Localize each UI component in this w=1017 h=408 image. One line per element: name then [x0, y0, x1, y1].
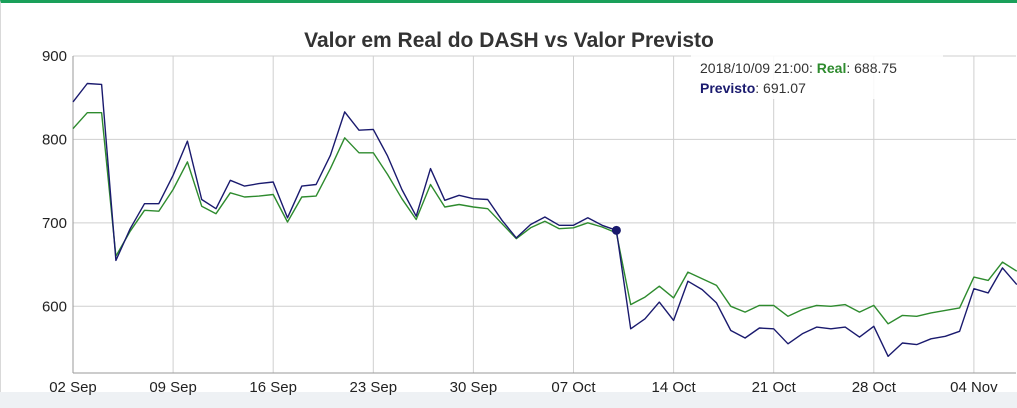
x-tick-label: 09 Sep: [149, 379, 197, 396]
x-tick-label: 14 Oct: [652, 379, 697, 396]
tooltip-date: 2018/10/09 21:00: [700, 60, 809, 76]
x-tick-label: 28 Oct: [852, 379, 897, 396]
x-tick-label: 07 Oct: [551, 379, 596, 396]
tooltip-legend: 2018/10/09 21:00: Real: 688.75 Previsto:…: [700, 60, 897, 96]
series-lines: [72, 82, 1017, 357]
tooltip-previsto-value: 691.07: [763, 80, 806, 96]
tooltip-real-label: Real: [817, 60, 847, 76]
chart-title: Valor em Real do DASH vs Valor Previsto: [304, 29, 714, 52]
x-axis-ticks: 02 Sep 09 Sep 16 Sep 23 Sep 30 Sep 07 Oct 14 O…: [49, 379, 998, 396]
x-tick-label: 21 Oct: [752, 379, 797, 396]
series-line-real[interactable]: [72, 112, 1017, 325]
tooltip-real-value: 688.75: [854, 60, 897, 76]
x-tick-label: 23 Sep: [350, 379, 398, 396]
tooltip-line-previsto: Previsto: 691.07: [700, 80, 806, 96]
x-tick-label: 02 Sep: [49, 379, 97, 396]
highlight-point[interactable]: [611, 225, 621, 235]
y-axis-ticks: 600 700 800 900: [42, 48, 67, 315]
grid: [72, 55, 1016, 374]
line-chart[interactable]: Valor em Real do DASH vs Valor Previsto …: [1, 3, 1017, 408]
tooltip-background: [691, 55, 943, 99]
x-tick-label: 30 Sep: [450, 379, 498, 396]
series-line-previsto[interactable]: [72, 82, 1017, 357]
y-tick-label: 600: [42, 298, 67, 315]
y-tick-label: 900: [42, 48, 67, 65]
y-tick-label: 800: [42, 131, 67, 148]
y-tick-label: 700: [42, 215, 67, 232]
chart-card: Valor em Real do DASH vs Valor Previsto …: [0, 0, 1017, 396]
x-tick-label: 04 Nov: [950, 379, 998, 396]
tooltip-previsto-label: Previsto: [700, 80, 755, 96]
tooltip-line-real: 2018/10/09 21:00: Real: 688.75: [700, 60, 897, 76]
x-tick-label: 16 Sep: [249, 379, 297, 396]
